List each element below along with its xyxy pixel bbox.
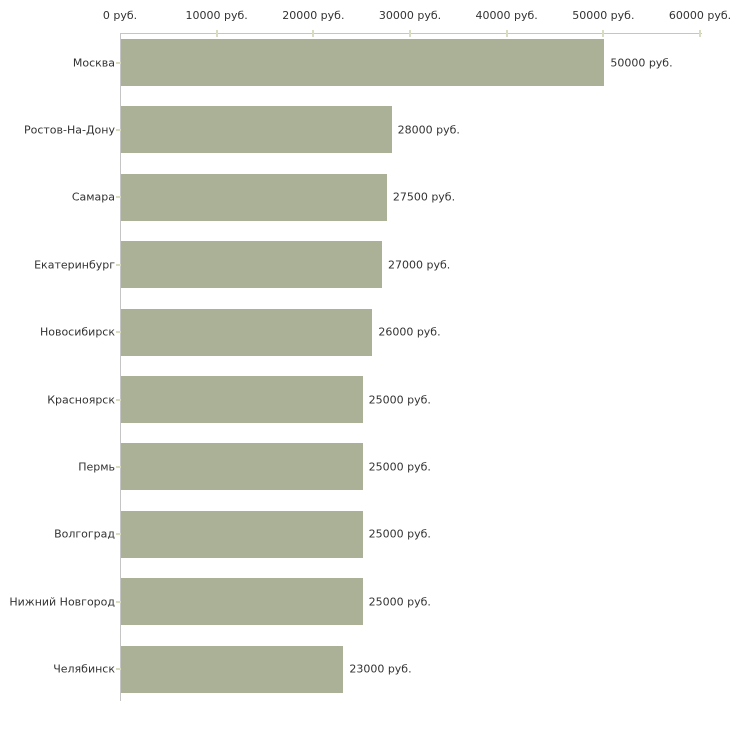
value-label: 25000 руб. — [368, 595, 431, 609]
x-axis-line — [120, 33, 702, 34]
x-axis-tick-label: 30000 руб. — [378, 9, 442, 22]
bar — [121, 173, 387, 221]
category-tick — [116, 398, 121, 401]
category-label: Самара — [71, 190, 115, 204]
category-label: Екатеринбург — [34, 258, 115, 272]
category-label: Волгоград — [54, 527, 115, 541]
x-axis-tick — [505, 30, 508, 37]
category-label: Челябинск — [53, 662, 115, 676]
category-tick — [116, 533, 121, 536]
bar — [121, 443, 363, 491]
x-axis-tick — [312, 30, 315, 37]
category-label: Красноярск — [47, 393, 115, 406]
x-axis-tick-label: 0 руб. — [102, 9, 138, 22]
x-axis-tick — [602, 30, 605, 37]
bar — [121, 376, 363, 423]
category-tick — [116, 465, 121, 468]
category-label: Пермь — [78, 460, 115, 474]
category-tick — [116, 331, 121, 334]
category-tick — [116, 600, 121, 603]
category-label: Нижний Новгород — [9, 595, 115, 609]
x-axis-tick-label: 60000 руб. — [668, 9, 730, 22]
x-axis-tick-label: 50000 руб. — [572, 9, 635, 22]
bar — [121, 39, 605, 86]
value-label: 23000 руб. — [349, 662, 412, 676]
category-label: Москва — [72, 56, 115, 69]
value-label: 28000 руб. — [397, 123, 460, 137]
bar — [121, 241, 382, 289]
x-axis-tick — [699, 30, 701, 37]
value-label: 25000 руб. — [368, 460, 431, 474]
category-tick — [116, 263, 121, 266]
x-axis-tick — [215, 30, 218, 37]
value-label: 25000 руб. — [368, 527, 431, 541]
value-label: 27500 руб. — [392, 190, 456, 204]
category-label: Новосибирск — [39, 325, 115, 339]
x-axis-tick-label: 20000 руб. — [282, 9, 345, 22]
x-axis-tick-label: 10000 руб. — [185, 9, 248, 22]
bar — [121, 578, 363, 626]
value-label: 50000 руб. — [610, 56, 673, 69]
value-label: 27000 руб. — [388, 258, 451, 272]
bar — [121, 308, 373, 356]
value-label: 25000 руб. — [368, 393, 431, 406]
bar — [121, 510, 363, 558]
category-tick — [116, 128, 121, 131]
category-tick — [116, 196, 121, 199]
x-axis-tick — [409, 30, 411, 37]
y-axis-line — [120, 33, 121, 701]
bar — [121, 106, 392, 154]
x-axis-tick-label: 40000 руб. — [475, 9, 538, 22]
category-tick — [116, 668, 121, 671]
bar — [121, 645, 344, 693]
category-label: Ростов-На-Дону — [23, 123, 115, 137]
category-tick — [116, 61, 121, 64]
value-label: 26000 руб. — [378, 325, 441, 339]
